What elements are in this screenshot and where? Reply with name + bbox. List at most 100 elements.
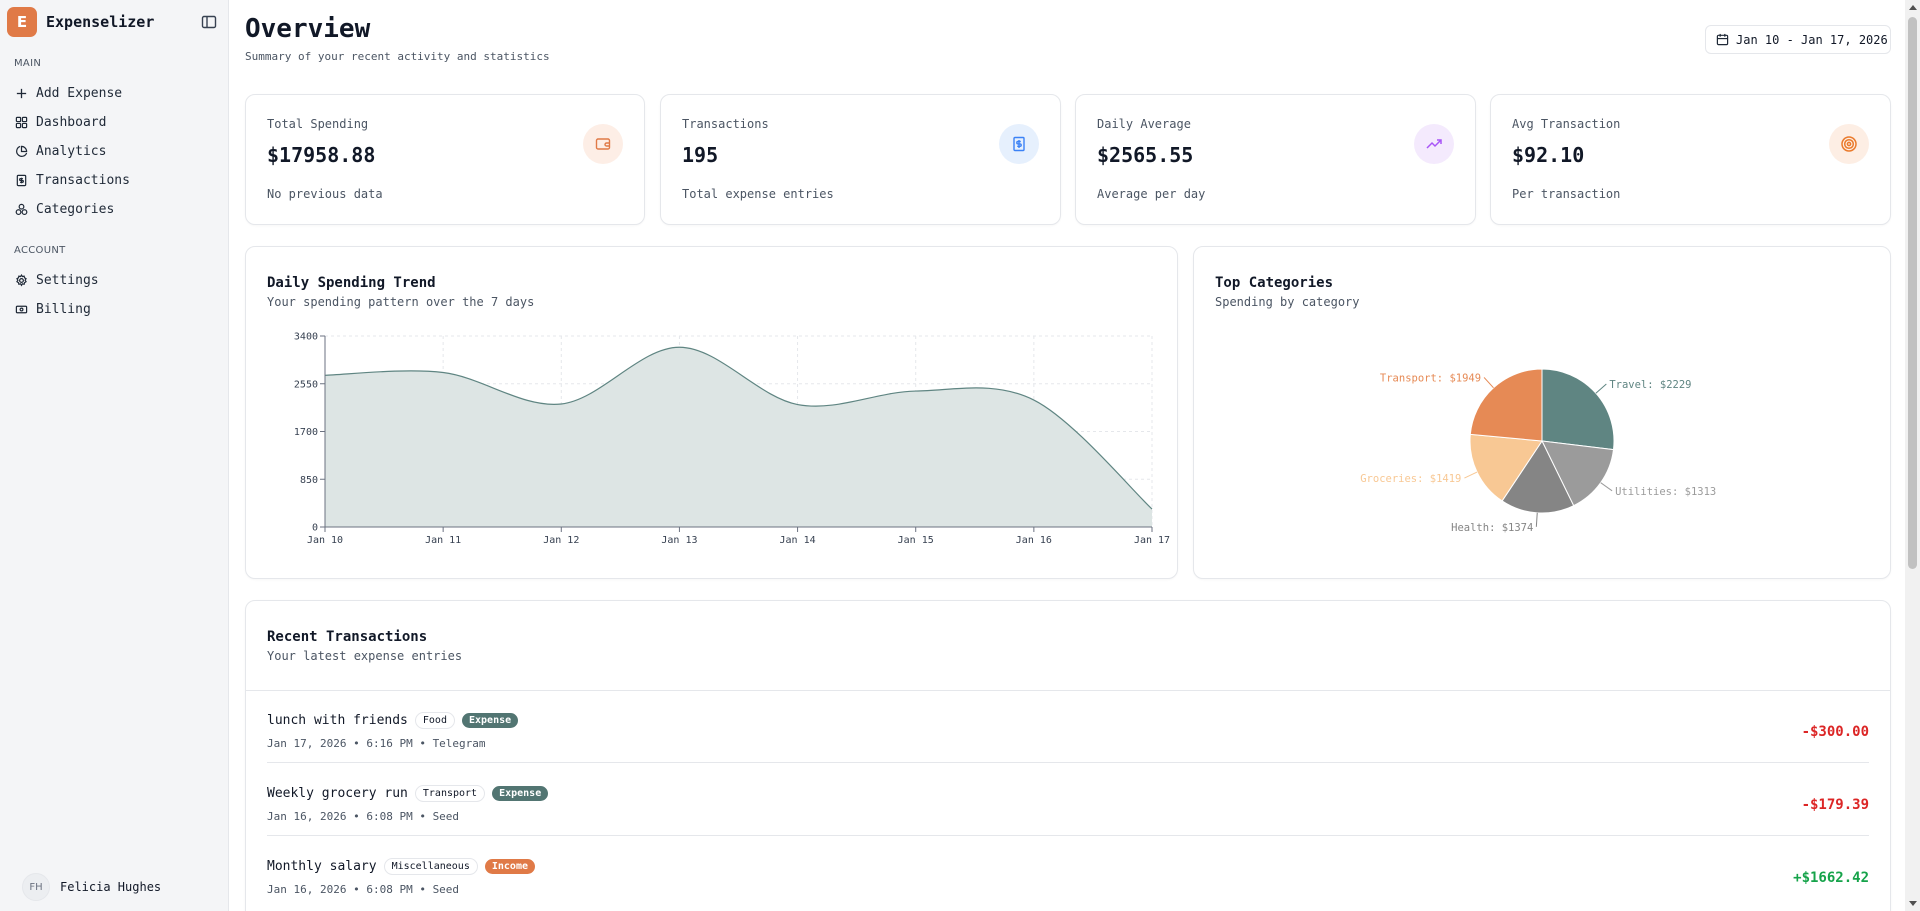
shapes-icon [15,203,28,216]
type-badge: Expense [492,786,549,801]
sidebar-toggle-icon[interactable] [200,13,218,31]
user-name: Felicia Hughes [60,880,162,894]
category-tag: Miscellaneous [383,858,478,875]
transaction-meta: Jan 17, 2026 • 6:16 PM • Telegram [267,737,486,750]
target-icon [1829,124,1869,164]
stat-note: Total expense entries [682,187,834,201]
section-label-account: ACCOUNT [14,245,66,256]
pie-label: Travel: $2229 [1609,379,1691,391]
transaction-name: lunch with friends [267,713,408,728]
y-tick-label: 850 [300,475,318,486]
stat-card-transactions: Transactions 195 Total expense entries [660,94,1061,225]
area-fill [325,347,1152,527]
nav-label: Settings [36,273,99,288]
user-profile[interactable]: FH Felicia Hughes [22,873,161,901]
x-tick-label: Jan 12 [543,535,579,546]
nav-analytics[interactable]: Analytics [0,137,229,166]
x-tick-label: Jan 11 [425,535,461,546]
categories-pie-chart: Travel: $2229 Utilities: $1313 Health: $13… [1360,368,1716,534]
pie-chart-icon [16,145,28,157]
scrollbar-thumb[interactable] [1908,17,1917,569]
transaction-amount: +$1662.42 [1793,870,1869,886]
page-subtitle: Summary of your recent activity and stat… [245,50,550,63]
stat-label: Transactions [682,117,769,131]
pie-label: Groceries: $1419 [1360,473,1461,485]
scroll-down-icon[interactable] [1909,901,1917,906]
avatar: FH [22,873,50,901]
nav-label: Add Expense [36,86,123,101]
y-tick-label: 1700 [294,427,318,438]
pie-slice [1501,439,1575,514]
nav-dashboard[interactable]: Dashboard [0,108,229,137]
nav-add-expense[interactable]: Add Expense [0,79,229,108]
x-tick-label: Jan 13 [661,535,697,546]
transaction-row[interactable]: Monthly salary Miscellaneous Income Jan … [267,836,1869,909]
stat-value: 195 [682,143,719,167]
categories-card: Top Categories Spending by category Trav… [1193,246,1891,579]
sidebar: E Expenselizer MAIN Add Expense Dashboar… [0,0,229,911]
date-range-button[interactable]: Jan 10 - Jan 17, 2026 [1705,25,1891,54]
categories-title: Top Categories [1215,275,1334,291]
transaction-name: Weekly grocery run [267,786,408,801]
transaction-name: Monthly salary [267,859,377,874]
stat-note: Per transaction [1512,187,1621,201]
trend-title: Daily Spending Trend [267,275,436,291]
pie-leader-line [1464,471,1478,479]
transactions-subtitle: Your latest expense entries [267,649,463,663]
stat-value: $17958.88 [267,143,376,167]
type-badge: Expense [461,713,519,728]
stat-card-total-spending: Total Spending $17958.88 No previous dat… [245,94,645,225]
main-nav: Add Expense Dashboard Analytics Transact… [0,79,229,224]
nav-label: Transactions [36,173,130,188]
stat-label: Avg Transaction [1512,117,1621,131]
stat-value: $2565.55 [1097,143,1194,167]
pie-leader-line [1600,482,1613,492]
receipt-icon [16,174,27,187]
nav-settings[interactable]: Settings [0,266,229,295]
transaction-amount: -$300.00 [1801,724,1869,740]
nav-transactions[interactable]: Transactions [0,166,229,195]
banknote-icon [15,305,28,314]
transaction-meta: Jan 16, 2026 • 6:08 PM • Seed [267,810,460,823]
pie-slice [1541,368,1615,451]
trend-chart: 0 850 1700 2550 3400 Jan 10 Jan 11 Jan 12 Jan 13… [294,332,1170,547]
scrollbar[interactable] [1905,0,1920,911]
nav-label: Dashboard [36,115,107,130]
type-badge: Income [484,859,535,874]
scroll-up-icon[interactable] [1909,5,1917,10]
app-name: Expenselizer [46,13,155,31]
calendar-icon [1716,33,1729,46]
brand[interactable]: E Expenselizer [7,7,154,37]
divider [246,690,1890,691]
trending-up-icon [1414,124,1454,164]
x-tick-label: Jan 15 [898,535,934,546]
account-nav: Settings Billing [0,266,229,324]
wallet-icon [583,124,623,164]
pie-label: Health: $1374 [1451,522,1533,534]
stat-label: Total Spending [267,117,369,131]
pie-leader-line [1483,377,1494,389]
section-label-main: MAIN [14,58,42,69]
x-tick-label: Jan 10 [307,535,343,546]
page-title: Overview [245,14,371,44]
stat-card-daily-average: Daily Average $2565.55 Average per day [1075,94,1476,225]
transaction-row[interactable]: lunch with friends Food Expense Jan 17, … [267,690,1869,763]
stat-note: Average per day [1097,187,1206,201]
nav-categories[interactable]: Categories [0,195,229,224]
transaction-meta: Jan 16, 2026 • 6:08 PM • Seed [267,883,460,896]
transaction-amount: -$179.39 [1801,797,1869,813]
pie-slice [1469,433,1543,502]
stat-value: $92.10 [1512,143,1585,167]
plus-icon [16,88,27,99]
x-tick-label: Jan 16 [1016,535,1052,546]
app-logo: E [7,7,37,37]
trend-subtitle: Your spending pattern over the 7 days [267,295,535,309]
category-tag: Food [414,712,455,729]
categories-subtitle: Spending by category [1215,295,1360,309]
stat-card-avg-transaction: Avg Transaction $92.10 Per transaction [1490,94,1891,225]
category-tag: Transport [414,785,486,802]
stat-note: No previous data [267,187,383,201]
y-tick-label: 3400 [294,332,318,343]
nav-billing[interactable]: Billing [0,295,229,324]
transaction-row[interactable]: Weekly grocery run Transport Expense Jan… [267,763,1869,836]
